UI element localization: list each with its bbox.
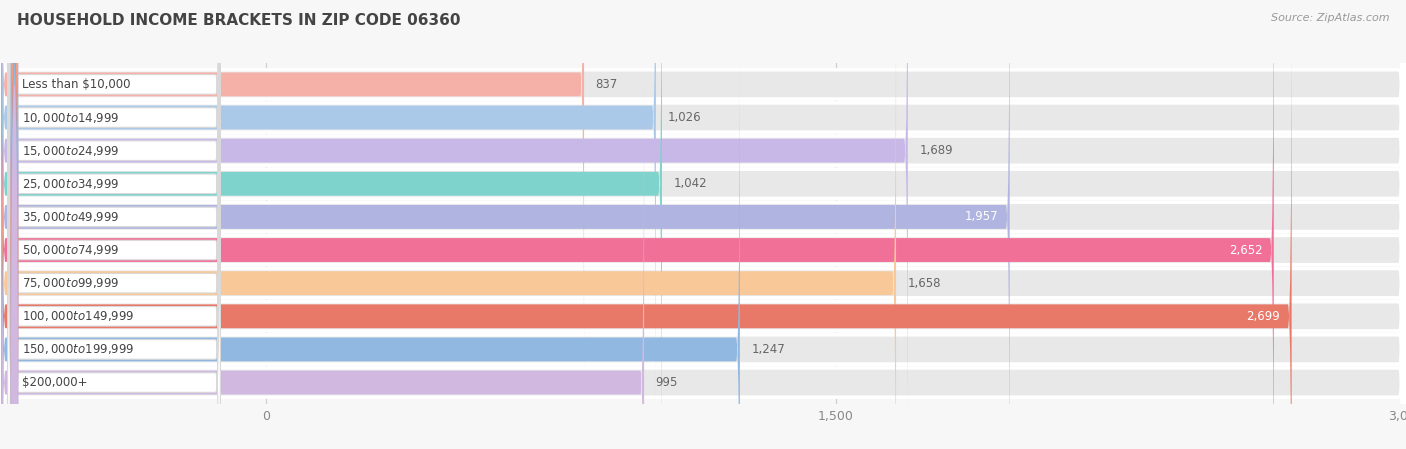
Circle shape [11, 0, 18, 449]
Text: $50,000 to $74,999: $50,000 to $74,999 [22, 243, 120, 257]
Text: 1,026: 1,026 [668, 111, 702, 124]
FancyBboxPatch shape [1, 0, 655, 437]
FancyBboxPatch shape [1, 0, 908, 449]
FancyBboxPatch shape [7, 0, 221, 449]
Text: $35,000 to $49,999: $35,000 to $49,999 [22, 210, 120, 224]
FancyBboxPatch shape [7, 0, 221, 449]
Text: $100,000 to $149,999: $100,000 to $149,999 [22, 309, 135, 323]
Circle shape [11, 18, 18, 449]
Text: $75,000 to $99,999: $75,000 to $99,999 [22, 276, 120, 290]
FancyBboxPatch shape [7, 0, 221, 449]
FancyBboxPatch shape [1, 0, 896, 449]
Circle shape [11, 0, 18, 449]
FancyBboxPatch shape [7, 0, 221, 449]
Text: $10,000 to $14,999: $10,000 to $14,999 [22, 110, 120, 124]
FancyBboxPatch shape [7, 0, 221, 449]
Circle shape [11, 18, 18, 449]
Text: Less than $10,000: Less than $10,000 [22, 78, 131, 91]
Text: 1,247: 1,247 [751, 343, 785, 356]
Text: 1,042: 1,042 [673, 177, 707, 190]
Circle shape [11, 0, 18, 416]
Text: $200,000+: $200,000+ [22, 376, 87, 389]
Circle shape [11, 0, 18, 449]
Text: HOUSEHOLD INCOME BRACKETS IN ZIP CODE 06360: HOUSEHOLD INCOME BRACKETS IN ZIP CODE 06… [17, 13, 460, 28]
FancyBboxPatch shape [1, 30, 740, 449]
FancyBboxPatch shape [7, 0, 221, 449]
Text: 1,689: 1,689 [920, 144, 953, 157]
FancyBboxPatch shape [7, 0, 221, 449]
Circle shape [11, 0, 18, 449]
Text: 1,658: 1,658 [907, 277, 941, 290]
Circle shape [11, 0, 18, 449]
Text: 995: 995 [655, 376, 678, 389]
FancyBboxPatch shape [7, 0, 221, 449]
Circle shape [11, 0, 18, 449]
FancyBboxPatch shape [7, 0, 221, 449]
Circle shape [11, 0, 18, 449]
Text: 837: 837 [596, 78, 617, 91]
Circle shape [11, 0, 18, 416]
Circle shape [11, 0, 18, 449]
FancyBboxPatch shape [1, 63, 644, 449]
Text: $15,000 to $24,999: $15,000 to $24,999 [22, 144, 120, 158]
FancyBboxPatch shape [1, 0, 1274, 449]
Circle shape [11, 0, 18, 383]
Circle shape [11, 84, 18, 449]
FancyBboxPatch shape [1, 0, 1010, 449]
Text: $150,000 to $199,999: $150,000 to $199,999 [22, 343, 135, 357]
Circle shape [11, 51, 18, 449]
Circle shape [11, 0, 18, 449]
Text: $25,000 to $34,999: $25,000 to $34,999 [22, 177, 120, 191]
FancyBboxPatch shape [1, 0, 1292, 449]
Text: Source: ZipAtlas.com: Source: ZipAtlas.com [1271, 13, 1389, 23]
Circle shape [11, 0, 18, 449]
Circle shape [11, 51, 18, 449]
FancyBboxPatch shape [7, 0, 221, 449]
Circle shape [11, 0, 18, 449]
Text: 2,699: 2,699 [1247, 310, 1281, 323]
Circle shape [11, 0, 18, 449]
Text: 2,652: 2,652 [1229, 243, 1263, 256]
FancyBboxPatch shape [1, 0, 662, 449]
Text: 1,957: 1,957 [965, 211, 998, 224]
FancyBboxPatch shape [1, 0, 583, 404]
